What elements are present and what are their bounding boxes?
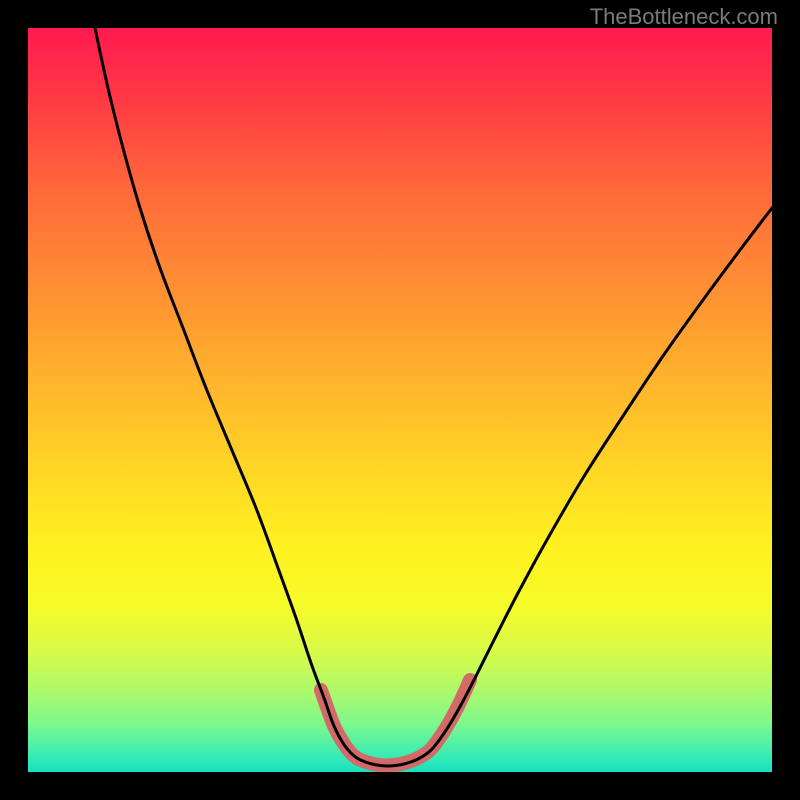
curve-layer bbox=[28, 28, 772, 772]
watermark-text: TheBottleneck.com bbox=[590, 4, 778, 30]
main-curve bbox=[95, 28, 772, 766]
plot-area bbox=[28, 28, 772, 772]
bottleneck-highlight bbox=[321, 680, 470, 765]
chart-frame bbox=[0, 0, 800, 800]
